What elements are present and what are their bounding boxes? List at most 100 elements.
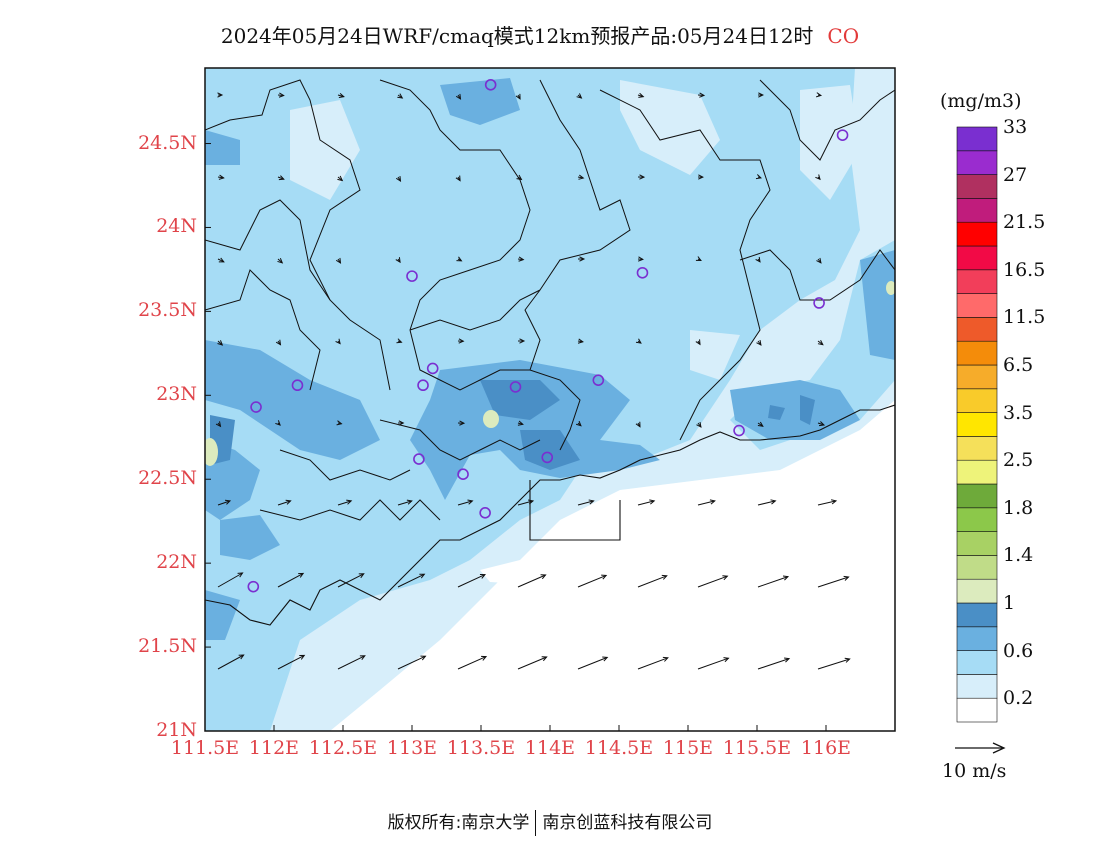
- map-title: 2024年05月24日WRF/cmaq模式12km预报产品:05月24日12时 C…: [0, 20, 1080, 49]
- wind-arrow: [697, 575, 729, 588]
- wind-arrow: [635, 338, 642, 344]
- wind-arrow: [637, 499, 656, 506]
- station-marker: [417, 379, 429, 392]
- wind-arrow: [396, 338, 403, 344]
- monitoring-stations: [247, 78, 849, 593]
- lon-label: 116E: [800, 737, 852, 759]
- wind-arrow: [815, 174, 821, 181]
- colorbar-swatch: [956, 626, 998, 651]
- colorbar-swatch: [956, 436, 998, 461]
- wind-arrow: [815, 92, 823, 98]
- lon-label: 115.5E: [722, 737, 792, 759]
- lon-label: 113E: [386, 737, 438, 759]
- wind-arrow: [517, 338, 526, 344]
- wind-arrow: [756, 339, 762, 346]
- station-marker: [479, 506, 491, 519]
- wind-arrow: [455, 175, 461, 182]
- wind-arrow: [457, 499, 474, 506]
- wind-arrow: [576, 93, 583, 99]
- colorbar-swatch: [956, 388, 998, 413]
- wind-arrow: [275, 339, 282, 346]
- wind-arrow: [577, 256, 586, 262]
- wind-arrow: [817, 575, 850, 588]
- wind-arrow: [637, 574, 668, 588]
- wind-arrow: [757, 657, 791, 670]
- wind-arrow: [817, 499, 838, 506]
- wind-arrow: [817, 657, 851, 670]
- lon-label: 114E: [524, 737, 576, 759]
- colorbar-label: 27: [1003, 163, 1028, 186]
- wind-arrow: [817, 339, 824, 346]
- wind-arrow: [277, 257, 284, 264]
- colorbar-label: 11.5: [1003, 306, 1046, 329]
- colorbar-swatch: [956, 317, 998, 342]
- lon-label: 114.5E: [584, 737, 654, 759]
- wind-arrow: [517, 499, 535, 506]
- wind-arrow: [277, 175, 285, 181]
- coastline: [205, 404, 895, 626]
- lon-label: 112.5E: [308, 737, 378, 759]
- wind-arrow: [277, 92, 285, 98]
- footer-separator: [535, 810, 537, 836]
- colorbar-swatch: [956, 507, 998, 532]
- concentration-field: [205, 68, 895, 731]
- wind-arrow: [457, 420, 466, 426]
- wind-arrow: [456, 256, 463, 262]
- station-marker: [509, 381, 522, 393]
- colorbar-swatch: [956, 150, 998, 175]
- station-marker: [733, 424, 745, 437]
- wind-arrow: [755, 174, 763, 180]
- colorbar-label: 2.5: [1003, 449, 1034, 472]
- colorbar-label: 1: [1003, 592, 1016, 614]
- wind-arrow: [637, 174, 646, 180]
- colorbar-label: 1.8: [1003, 496, 1034, 519]
- wind-arrow: [517, 256, 525, 262]
- wind-arrow: [397, 420, 405, 426]
- wind-arrow: [217, 174, 225, 180]
- wind-vectors: [215, 92, 851, 670]
- station-marker: [406, 270, 418, 282]
- axis-ticks: [204, 143, 827, 732]
- wind-arrow: [577, 174, 585, 180]
- colorbar-swatch: [956, 174, 998, 199]
- wind-arrow: [575, 420, 582, 427]
- station-marker: [291, 379, 304, 392]
- station-marker: [250, 401, 262, 413]
- wind-arrow: [457, 574, 487, 588]
- wind-arrow: [395, 257, 401, 264]
- lat-label: 21N: [156, 719, 197, 741]
- colorbar-label: 21.5: [1003, 211, 1046, 234]
- station-marker: [484, 78, 497, 91]
- lat-label: 24.5N: [138, 131, 197, 154]
- colorbar-swatch: [956, 697, 998, 723]
- colorbar-swatch: [956, 555, 998, 580]
- wind-arrow: [215, 421, 222, 428]
- title-main: 2024年05月24日WRF/cmaq模式12km预报产品:05月24日12时: [220, 24, 814, 48]
- colorbar-swatch: [956, 340, 998, 366]
- wind-arrow: [217, 572, 244, 588]
- wind-arrow: [337, 499, 353, 506]
- wind-arrow: [637, 656, 669, 670]
- wind-arrow: [217, 499, 232, 506]
- colorbar-label: 6.5: [1003, 354, 1034, 376]
- wind-arrow: [757, 499, 777, 506]
- station-marker: [426, 362, 439, 375]
- colorbar-swatch: [956, 198, 998, 223]
- wind-arrow: [517, 656, 548, 670]
- colorbar-swatch: [956, 412, 998, 437]
- wind-arrow: [697, 499, 716, 506]
- colorbar-swatch: [956, 221, 998, 247]
- wind-arrow: [816, 257, 822, 264]
- wind-arrow: [217, 340, 224, 346]
- lat-label: 22.5N: [138, 467, 197, 490]
- wind-arrow: [337, 175, 344, 182]
- wind-arrow: [516, 174, 523, 181]
- wind-arrow: [277, 654, 306, 670]
- colorbar-swatch: [956, 293, 998, 318]
- wind-arrow: [757, 421, 764, 427]
- colorbar-swatch: [956, 578, 998, 604]
- station-marker: [813, 297, 825, 309]
- wind-arrow: [637, 256, 644, 262]
- lon-label: 112E: [248, 737, 300, 759]
